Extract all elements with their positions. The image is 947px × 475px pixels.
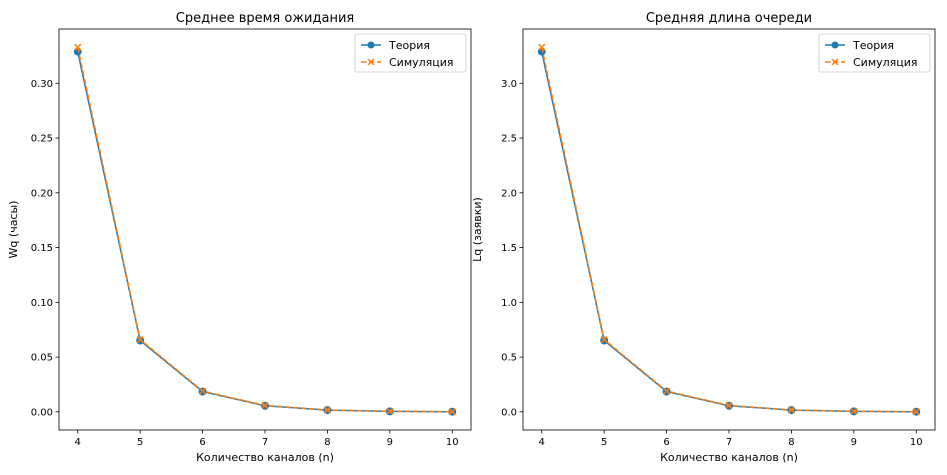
series-simulation: [538, 43, 920, 416]
series-line: [76, 47, 453, 413]
data-point-x: [600, 336, 608, 344]
legend: Теория Симуляция: [818, 33, 931, 73]
y-tick-label: 0.00: [31, 407, 53, 418]
series-simulation: [74, 43, 456, 416]
series-line: [76, 51, 453, 413]
y-tick-label: 0.0: [501, 407, 517, 418]
x-tick-label: 7: [726, 437, 732, 448]
y-tick-label: 0.25: [31, 134, 53, 145]
y-tick-label: 1.0: [501, 298, 517, 309]
x-tick-label: 7: [262, 437, 268, 448]
data-point-x: [850, 407, 858, 415]
y-tick-label: 0.30: [31, 79, 53, 90]
x-tick-label: 5: [601, 437, 607, 448]
y-tick-label: 1.5: [501, 243, 517, 254]
x-tick-label: 6: [199, 437, 205, 448]
legend-label: Теория: [388, 39, 430, 52]
data-point-x: [725, 401, 733, 410]
series-theory: [537, 47, 921, 416]
x-tick-label: 4: [75, 437, 81, 448]
y-axis-label: Lq (заявки): [471, 197, 484, 262]
y-tick-label: 2.5: [501, 134, 517, 145]
data-point-x: [261, 401, 269, 410]
x-tick-label: 10: [446, 437, 459, 448]
legend-box: [818, 33, 931, 73]
x-tick-label: 9: [851, 437, 857, 448]
chart-title: Средняя длина очереди: [646, 11, 812, 26]
x-tick-label: 4: [539, 437, 545, 448]
x-tick-label: 5: [137, 437, 143, 448]
y-axis-label: Wq (часы): [7, 201, 20, 259]
data-point-x: [538, 43, 546, 51]
data-point-x: [74, 43, 82, 51]
chart-title: Среднее время ожидания: [176, 11, 354, 26]
data-point-x: [912, 408, 920, 416]
chart-2: Средняя длина очереди 4 5 6 7 8 9 10 0.0 0.5 1.0 1.…: [471, 11, 936, 464]
series-theory: [73, 47, 457, 416]
legend-marker-x: [367, 58, 375, 66]
series-line: [540, 51, 917, 413]
legend: Теория Симуляция: [354, 33, 467, 73]
data-point-x: [448, 408, 456, 416]
legend-marker-circle: [831, 41, 839, 49]
data-point-x: [136, 336, 144, 344]
y-tick-label: 0.10: [31, 298, 53, 309]
data-point-x: [199, 387, 207, 395]
data-point-x: [323, 406, 331, 414]
legend-marker-circle: [367, 41, 375, 49]
x-axis-label: Количество каналов (n): [660, 451, 798, 464]
chart-1: Среднее время ожидания 4 5 6 7 8 9 10 0.00 0.05 0.…: [7, 11, 472, 464]
data-point-x: [663, 387, 671, 395]
y-tick-label: 2.0: [501, 188, 517, 199]
y-tick-label: 0.20: [31, 188, 53, 199]
series-line: [540, 47, 917, 413]
plot-frame: [522, 28, 936, 431]
x-tick-label: 9: [387, 437, 393, 448]
x-axis-label: Количество каналов (n): [196, 451, 334, 464]
plot-frame: [58, 28, 472, 431]
y-tick-label: 3.0: [501, 79, 517, 90]
data-point-x: [386, 407, 394, 415]
x-tick-label: 10: [910, 437, 923, 448]
y-tick-label: 0.15: [31, 243, 53, 254]
x-tick-label: 6: [663, 437, 669, 448]
x-tick-label: 8: [788, 437, 794, 448]
x-tick-label: 8: [324, 437, 330, 448]
legend-label: Симуляция: [389, 56, 454, 69]
y-tick-label: 0.05: [31, 353, 53, 364]
data-point-x: [787, 406, 795, 414]
legend-label: Теория: [852, 39, 894, 52]
legend-marker-x: [831, 58, 839, 66]
legend-box: [354, 33, 467, 73]
legend-label: Симуляция: [853, 56, 918, 69]
y-tick-label: 0.5: [501, 353, 517, 364]
